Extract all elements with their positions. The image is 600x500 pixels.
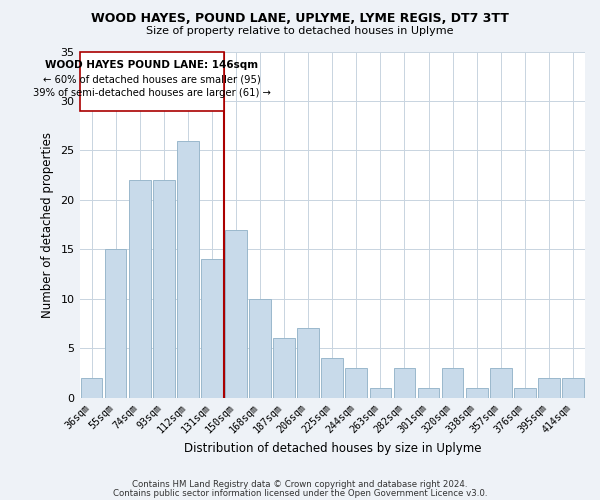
Text: WOOD HAYES POUND LANE: 146sqm: WOOD HAYES POUND LANE: 146sqm [45, 60, 258, 70]
Bar [322, 358, 343, 398]
Bar [225, 230, 247, 398]
Bar [273, 338, 295, 398]
Text: Contains HM Land Registry data © Crown copyright and database right 2024.: Contains HM Land Registry data © Crown c… [132, 480, 468, 489]
Bar [442, 368, 463, 398]
Text: Contains public sector information licensed under the Open Government Licence v3: Contains public sector information licen… [113, 488, 487, 498]
Text: ← 60% of detached houses are smaller (95): ← 60% of detached houses are smaller (95… [43, 74, 260, 84]
Bar [466, 388, 488, 398]
Bar [370, 388, 391, 398]
Bar [105, 250, 127, 398]
Y-axis label: Number of detached properties: Number of detached properties [41, 132, 53, 318]
Bar [562, 378, 584, 398]
Bar [418, 388, 439, 398]
Text: 39% of semi-detached houses are larger (61) →: 39% of semi-detached houses are larger (… [33, 88, 271, 98]
Bar [394, 368, 415, 398]
Bar [129, 180, 151, 398]
Bar [298, 328, 319, 398]
Bar [346, 368, 367, 398]
FancyBboxPatch shape [80, 52, 224, 111]
Bar [538, 378, 560, 398]
Bar [514, 388, 536, 398]
Bar [81, 378, 103, 398]
Text: Size of property relative to detached houses in Uplyme: Size of property relative to detached ho… [146, 26, 454, 36]
Bar [153, 180, 175, 398]
Bar [249, 299, 271, 398]
Bar [201, 259, 223, 398]
Bar [177, 140, 199, 398]
Text: WOOD HAYES, POUND LANE, UPLYME, LYME REGIS, DT7 3TT: WOOD HAYES, POUND LANE, UPLYME, LYME REG… [91, 12, 509, 26]
X-axis label: Distribution of detached houses by size in Uplyme: Distribution of detached houses by size … [184, 442, 481, 455]
Bar [490, 368, 512, 398]
